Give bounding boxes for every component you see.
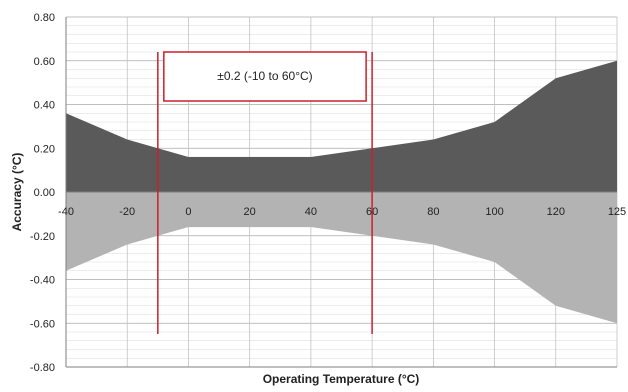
x-tick-label: -20 — [119, 206, 135, 218]
x-axis-title: Operating Temperature (°C) — [263, 372, 420, 386]
x-tick-label: 125 — [608, 206, 626, 218]
x-tick-label: 40 — [305, 206, 317, 218]
y-tick-label: -0.20 — [30, 231, 55, 243]
x-tick-label: 120 — [547, 206, 565, 218]
x-tick-label: 0 — [185, 206, 191, 218]
x-tick-label: 80 — [427, 206, 439, 218]
y-tick-label: 0.40 — [34, 100, 55, 112]
y-tick-label: -0.80 — [30, 362, 55, 374]
y-axis-title: Accuracy (°C) — [10, 153, 24, 232]
y-tick-labels: 0.80 0.60 0.40 0.20 0.00 -0.20 -0.40 -0.60 -0.80 — [30, 12, 55, 374]
area-series — [66, 60, 617, 324]
upper-accuracy-band — [66, 60, 617, 192]
x-tick-label: 100 — [485, 206, 503, 218]
x-tick-label: 20 — [244, 206, 256, 218]
y-tick-label: 0.00 — [34, 187, 55, 199]
y-tick-label: 0.20 — [34, 143, 55, 155]
x-tick-label: -40 — [58, 206, 74, 218]
y-tick-label: -0.60 — [30, 318, 55, 330]
annotation: ±0.2 (-10 to 60°C) — [157, 51, 373, 334]
lower-accuracy-band — [66, 192, 617, 324]
y-tick-label: -0.40 — [30, 275, 55, 287]
y-tick-label: 0.60 — [34, 56, 55, 68]
annotation-label: ±0.2 (-10 to 60°C) — [217, 69, 312, 83]
annotation-box — [163, 51, 367, 102]
x-tick-labels: -40-20020406080100120125 — [58, 206, 626, 218]
y-tick-label: 0.80 — [34, 12, 55, 24]
